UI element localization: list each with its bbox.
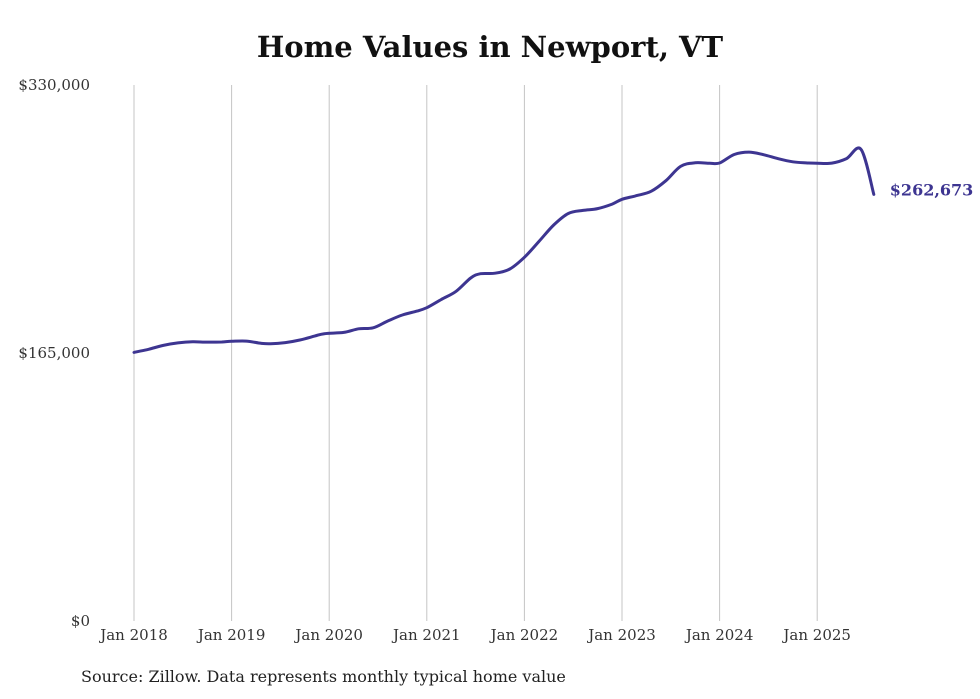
x-tick-label-3: Jan 2021 [391,626,461,644]
x-tick-label-7: Jan 2025 [781,626,851,644]
x-tick-label-2: Jan 2020 [293,626,363,644]
x-tick-label-5: Jan 2023 [586,626,656,644]
y-axis-ticks: $0 $165,000 $330,000 [18,76,90,630]
y-tick-label-2: $330,000 [18,76,90,94]
x-tick-label-4: Jan 2022 [489,626,559,644]
y-tick-label-0: $0 [71,612,90,630]
gridlines [133,85,818,621]
x-tick-label-6: Jan 2024 [684,626,754,644]
x-tick-label-1: Jan 2019 [196,626,266,644]
x-tick-label-0: Jan 2018 [98,626,168,644]
chart-title: Home Values in Newport, VT [256,30,724,64]
source-note: Source: Zillow. Data represents monthly … [81,667,566,686]
series-line-home-value [132,146,876,354]
y-tick-label-1: $165,000 [18,344,90,362]
end-value-label: $262,673 [890,180,974,199]
x-axis-ticks: Jan 2018 Jan 2019 Jan 2020 Jan 2021 Jan 2022… [98,626,851,644]
